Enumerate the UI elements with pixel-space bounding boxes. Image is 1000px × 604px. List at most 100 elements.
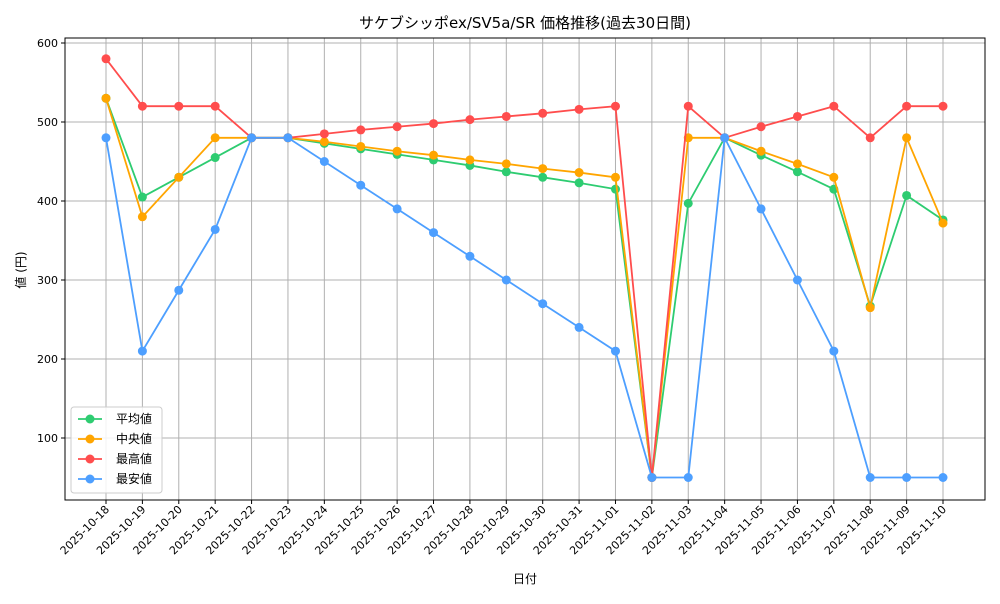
data-point [465,115,475,125]
series-line [105,98,944,478]
data-point [829,346,839,356]
data-point [720,133,730,143]
x-axis-label: 日付 [513,572,537,586]
data-point [683,101,693,111]
series-line [105,134,943,479]
series-line [105,97,944,478]
data-point [319,129,329,139]
legend-label: 最安値 [116,471,152,486]
data-point [538,164,548,174]
plot-frame [64,37,986,501]
y-tick-label: 600 [37,37,58,50]
data-point [647,473,657,482]
data-point [319,157,329,166]
chart-title: サケブシッポex/SV5a/SR 価格推移(過去30日間) [359,14,691,32]
series-1 [101,93,948,482]
data-point [610,184,620,194]
y-axis-label: 値 (円) [13,251,28,288]
data-point [792,111,802,121]
data-point [392,122,402,132]
data-point [792,159,802,169]
data-point [429,150,439,160]
data-point [792,275,802,285]
data-point [319,137,329,147]
data-point [101,54,111,64]
data-point [283,133,293,143]
legend-marker [85,414,95,424]
data-point [501,111,511,121]
data-point [683,198,693,208]
data-point [501,159,511,169]
data-point [683,473,693,482]
data-point [865,473,875,482]
series-line [105,58,943,478]
data-point [574,322,584,332]
y-tick-label: 300 [37,274,58,287]
legend-marker [85,434,95,444]
data-point [574,178,584,188]
data-point [574,168,584,178]
data-point [792,167,802,177]
data-point [902,101,912,111]
data-point [938,473,948,482]
data-point [938,101,948,111]
legend-label: 最高値 [116,451,152,466]
data-point [610,346,620,356]
data-point [865,133,875,143]
data-point [210,153,220,163]
data-point [465,251,475,261]
y-tick-label: 400 [37,195,58,208]
data-point [101,93,111,103]
data-point [829,172,839,182]
data-point [756,204,766,214]
data-point [574,104,584,114]
data-point [247,133,257,143]
data-point [538,172,548,182]
series-2 [101,54,948,482]
data-point [429,119,439,129]
data-point [174,285,184,295]
series-0 [101,93,948,482]
data-point [137,192,147,202]
data-point [392,204,402,214]
data-point [865,303,875,313]
data-point [210,101,220,111]
data-point [829,101,839,111]
data-point [356,141,366,151]
data-point [429,228,439,238]
data-point [174,101,184,111]
data-point [938,218,948,228]
data-point [610,101,620,111]
data-point [902,190,912,200]
data-point [501,275,511,285]
data-point [356,125,366,135]
data-point [356,180,366,190]
data-point [210,224,220,234]
data-point [756,122,766,132]
legend-label: 中央値 [116,431,152,446]
legend-marker [85,474,95,484]
legend-marker [85,454,95,464]
series-3 [101,133,948,482]
data-point [538,299,548,309]
data-point [902,133,912,143]
data-point [101,133,111,143]
data-point [902,473,912,482]
legend-label: 平均値 [116,411,152,426]
data-point [501,167,511,177]
y-tick-label: 500 [37,116,58,129]
data-point [137,101,147,111]
data-point [610,172,620,182]
data-point [465,155,475,165]
data-point [210,133,220,143]
data-point [538,108,548,118]
data-point [392,146,402,156]
data-point [137,346,147,356]
y-tick-label: 200 [37,353,58,366]
data-point [137,212,147,222]
y-tick-label: 100 [37,432,58,445]
data-point [174,172,184,182]
